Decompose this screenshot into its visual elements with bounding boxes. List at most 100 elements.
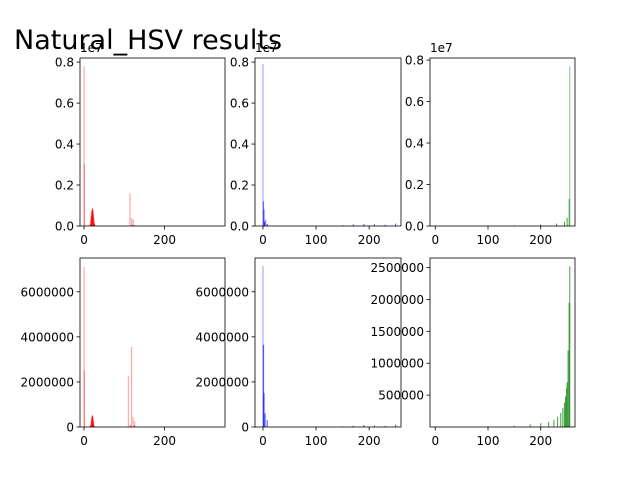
histogram-bar (563, 221, 565, 226)
histogram-bar (565, 396, 567, 427)
y-tick-label: 1500000 (371, 325, 424, 339)
y-tick-label: 0 (66, 421, 74, 435)
y-tick-label: 0.0 (405, 220, 424, 234)
histogram-bar (133, 425, 135, 427)
histogram-bar (93, 423, 95, 427)
axes-frame (254, 257, 402, 428)
histogram-peak (129, 193, 131, 226)
plot-area (83, 267, 136, 427)
y-tick-label: 6000000 (196, 285, 249, 299)
histogram-bar (513, 425, 515, 427)
plot-area (487, 66, 571, 226)
histogram-bar (529, 424, 531, 427)
histogram-bar (129, 425, 131, 427)
subplot-row2-col3: 0 100 200 500000 1000000 1500000 2000000 250000… (371, 257, 576, 448)
histogram-peak (567, 350, 569, 427)
subplot-row1-col3: 0 100 200 0.0 0.2 0.4 0.6 0.8 1e7 (405, 41, 576, 247)
x-tick-label: 200 (153, 434, 176, 448)
histogram-peak (264, 413, 266, 427)
x-tick-label: 200 (153, 233, 176, 247)
x-tick-label: 0 (431, 434, 439, 448)
y-tick-label: 2000000 (21, 375, 74, 389)
x-tick-label: 200 (358, 434, 381, 448)
histogram-peak (566, 382, 568, 427)
x-tick-label: 100 (305, 434, 328, 448)
histogram-bar (93, 425, 95, 427)
histogram-bar (557, 416, 559, 427)
plot-area (262, 64, 397, 226)
y-tick-label: 0.8 (55, 56, 74, 70)
histogram-peak (83, 370, 86, 427)
histogram-peak (569, 66, 571, 226)
y-offset-label: 1e7 (255, 41, 278, 55)
y-tick-label: 0.4 (230, 138, 249, 152)
y-tick-label: 500000 (378, 389, 424, 403)
histogram-bar (540, 224, 542, 226)
histogram-peak (132, 219, 134, 226)
histogram-peak (83, 66, 85, 226)
plot-area (487, 266, 571, 427)
axes-frame (79, 257, 226, 428)
histogram-peak (262, 64, 264, 226)
plot-area (83, 66, 135, 226)
y-tick-label: 0.6 (405, 95, 424, 109)
subplot-row2-col1: 0 200 0 2000000 4000000 6000000 (21, 257, 226, 448)
histogram-bar (566, 217, 568, 226)
subplot-row1-col1: 0 200 0.0 0.2 0.4 0.6 0.8 1e7 (55, 41, 226, 247)
histogram-bar (373, 425, 375, 427)
histogram-bar (89, 425, 91, 427)
histogram-peak (568, 199, 570, 226)
y-tick-label: 0.6 (55, 97, 74, 111)
histogram-bar (395, 223, 397, 226)
y-tick-label: 0.2 (55, 179, 74, 193)
histogram-bar (395, 424, 397, 427)
x-tick-label: 0 (80, 233, 88, 247)
x-tick-label: 200 (358, 233, 381, 247)
y-tick-label: 0 (241, 421, 249, 435)
panels-group: 0 200 0.0 0.2 0.4 0.6 0.8 1e7 0 100 200 0.0 0.2 0.4 0.… (21, 41, 576, 448)
histogram-peak (263, 209, 265, 226)
y-tick-label: 0.0 (55, 220, 74, 234)
histogram-bar (89, 223, 91, 226)
y-tick-label: 0.4 (405, 137, 424, 151)
histogram-bar (548, 421, 550, 427)
histogram-peak (83, 267, 85, 427)
y-tick-label: 2500000 (371, 261, 424, 275)
histogram-peak (265, 219, 267, 226)
histogram-peak (263, 393, 265, 427)
y-tick-label: 0.6 (230, 97, 249, 111)
histogram-bar (131, 224, 133, 226)
histogram-bar (540, 423, 542, 427)
histogram-peak (83, 164, 86, 226)
histogram-peak (568, 302, 570, 427)
histogram-bar (363, 223, 365, 226)
histogram-peak (130, 347, 133, 427)
histogram-bar (342, 225, 344, 226)
x-tick-label: 0 (259, 233, 267, 247)
histogram-bar (513, 225, 515, 226)
y-tick-label: 6000000 (21, 285, 74, 299)
y-tick-label: 4000000 (196, 330, 249, 344)
histogram-bar (553, 419, 555, 427)
subplot-row2-col2: 0 100 200 0 2000000 4000000 6000000 (196, 257, 402, 448)
histogram-bar (556, 223, 558, 226)
axes-frame (79, 57, 226, 227)
axes-frame (254, 57, 402, 227)
plot-area (262, 265, 397, 427)
histogram-bar (352, 224, 354, 226)
histogram-bar (384, 425, 386, 427)
histogram-bar (363, 424, 365, 427)
histogram-bar (384, 224, 386, 226)
y-offset-label: 1e7 (80, 41, 103, 55)
y-tick-label: 0.0 (230, 220, 249, 234)
figure-title: Natural_HSV results (14, 25, 282, 56)
y-tick-label: 0.8 (230, 56, 249, 70)
histogram-bar (94, 223, 95, 226)
histogram-peak (134, 421, 136, 427)
y-tick-label: 0.2 (230, 179, 249, 193)
histogram-bar (563, 402, 565, 427)
subplot-row1-col2: 0 100 200 0.0 0.2 0.4 0.6 0.8 1e7 (230, 41, 402, 247)
x-tick-label: 100 (477, 233, 500, 247)
histogram-peak (266, 420, 268, 427)
